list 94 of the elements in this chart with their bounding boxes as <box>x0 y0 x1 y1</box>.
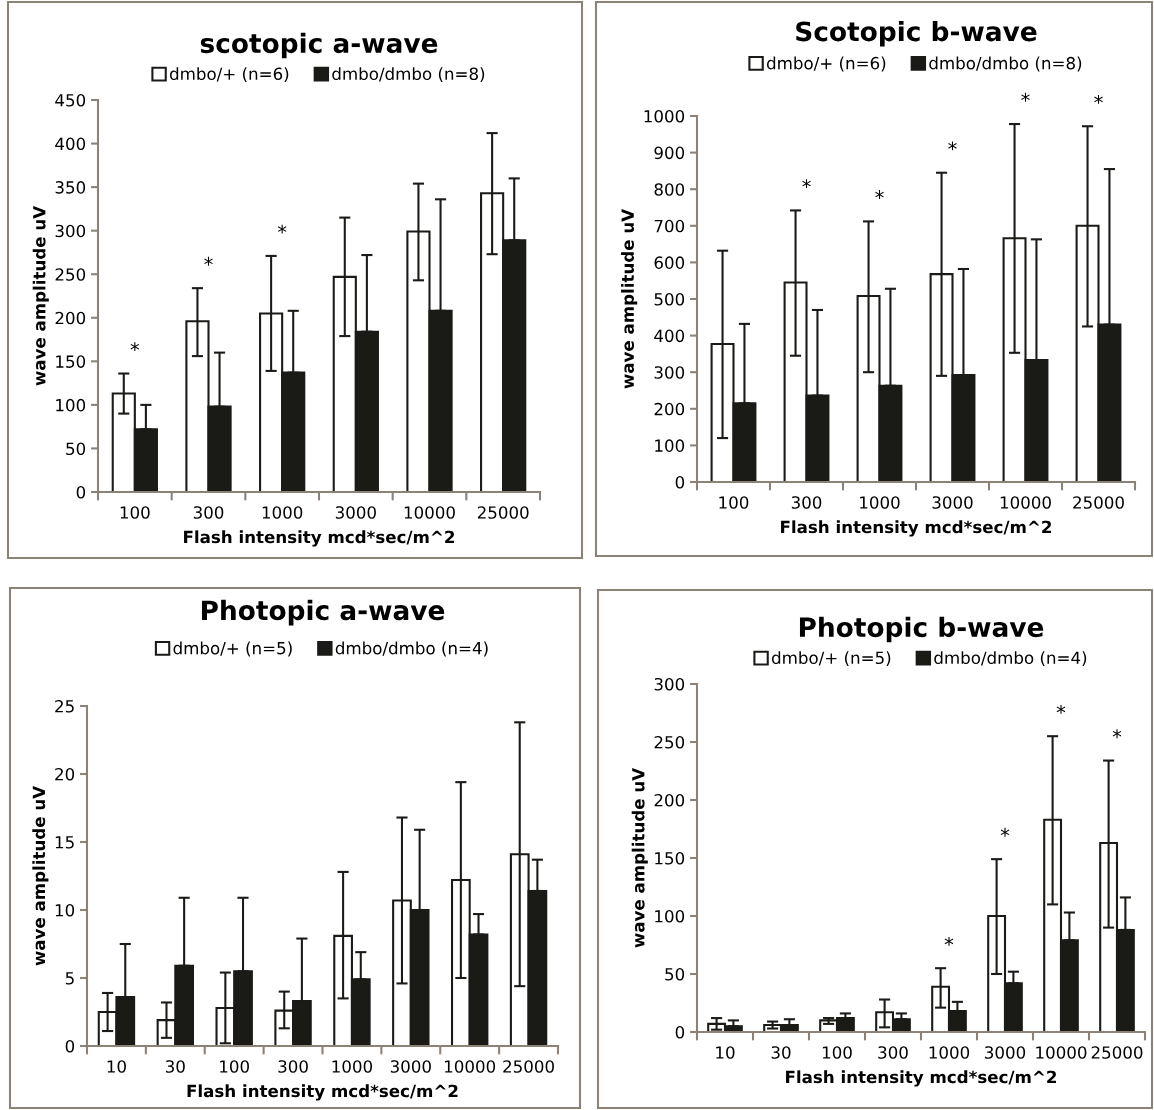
x-axis-title: Flash intensity mcd*sec/m^2 <box>184 530 455 547</box>
x-tick-label: 1000 <box>860 496 900 509</box>
x-tick-label: 25000 <box>503 1060 554 1073</box>
annotation: * <box>130 342 140 352</box>
y-tick-label: 150 <box>655 851 685 865</box>
y-tick-label: 300 <box>654 677 685 691</box>
x-tick-label: 100 <box>719 496 749 509</box>
x-tick-label: 1000 <box>262 506 303 519</box>
y-tick-label: 200 <box>654 402 685 416</box>
annotation: * <box>277 224 287 234</box>
legend-label: dmbo/dmbo (n=4) <box>335 641 488 657</box>
x-axis-title: Flash intensity mcd*sec/m^2 <box>187 1084 458 1101</box>
y-tick-label: 50 <box>665 967 685 981</box>
y-tick-label: 800 <box>654 183 685 196</box>
legend-label: dmbo/dmbo (n=4) <box>934 651 1087 667</box>
y-tick-label: 100 <box>56 398 86 412</box>
y-tick-label: 300 <box>55 224 86 238</box>
x-axis-title: Flash intensity mcd*sec/m^2 <box>781 520 1052 537</box>
y-tick-label: 250 <box>55 268 86 281</box>
chart-title: Photopic a-wave <box>202 599 445 626</box>
y-axis-title: wave amplitude uV <box>621 208 638 389</box>
y-tick-label: 1000 <box>644 109 685 123</box>
y-tick-label: 200 <box>654 793 685 807</box>
y-tick-label: 400 <box>654 329 685 343</box>
annotation: * <box>1000 827 1010 837</box>
y-tick-label: 500 <box>654 292 685 306</box>
text: * <box>1094 94 1103 104</box>
y-tick-label: 200 <box>55 311 86 325</box>
y-tick-label: 50 <box>66 442 86 456</box>
legend-label: dmbo/+ (n=6) <box>170 67 289 83</box>
x-tick-label: 300 <box>878 1046 908 1059</box>
annotation: * <box>802 179 811 189</box>
x-tick-label: 300 <box>791 496 822 509</box>
text: * <box>1021 92 1030 102</box>
legend-label: dmbo/dmbo (n=8) <box>929 56 1082 72</box>
x-tick-label: 100 <box>120 506 150 519</box>
x-tick-label: 100 <box>822 1046 852 1059</box>
x-tick-label: 25000 <box>477 506 529 519</box>
chart-title: Photopic b-wave <box>799 616 1044 643</box>
y-tick-label: 250 <box>654 735 685 749</box>
chart-title: scotopic a-wave <box>200 32 438 59</box>
y-tick-label: 350 <box>55 181 86 194</box>
y-tick-label: 0 <box>675 1025 685 1039</box>
y-tick-label: 400 <box>55 137 86 151</box>
y-tick-label: 25 <box>55 699 74 713</box>
x-tick-label: 10000 <box>1000 496 1051 509</box>
annotation: * <box>875 190 884 199</box>
legend-label: dmbo/+ (n=5) <box>173 641 292 657</box>
annotation: * <box>1056 704 1066 714</box>
y-axis-title: wave amplitude uV <box>631 767 648 948</box>
y-tick-label: 0 <box>65 1039 75 1053</box>
y-axis-title: wave amplitude uV <box>32 205 49 386</box>
x-tick-label: 300 <box>193 506 224 519</box>
legend-label: dmbo/+ (n=5) <box>772 651 891 667</box>
y-tick-label: 450 <box>55 93 86 107</box>
legend-label: dmbo/+ (n=6) <box>767 56 886 72</box>
y-tick-label: 5 <box>65 972 74 985</box>
x-tick-label: 3000 <box>335 506 376 519</box>
x-tick-label: 300 <box>278 1060 308 1073</box>
x-tick-label: 25000 <box>1091 1046 1143 1059</box>
annotation: * <box>204 256 213 266</box>
y-axis-title: wave amplitude uV <box>32 785 49 966</box>
x-tick-label: 10000 <box>404 506 455 519</box>
y-tick-label: 900 <box>654 146 685 160</box>
annotation: * <box>948 141 957 151</box>
y-tick-label: 600 <box>654 256 685 269</box>
x-tick-label: 25000 <box>1073 496 1124 509</box>
y-tick-label: 300 <box>654 366 685 379</box>
y-tick-label: 700 <box>654 219 685 233</box>
y-tick-label: 10 <box>55 903 75 917</box>
x-tick-label: 10000 <box>1036 1046 1087 1059</box>
legend-label: dmbo/dmbo (n=8) <box>332 67 485 83</box>
y-tick-label: 0 <box>76 485 86 499</box>
x-tick-label: 3000 <box>390 1060 431 1073</box>
x-tick-label: 3000 <box>932 496 973 509</box>
x-axis-title: Flash intensity mcd*sec/m^2 <box>786 1070 1057 1087</box>
x-tick-label: 100 <box>220 1060 249 1073</box>
x-tick-label: 30 <box>165 1060 185 1073</box>
chart-title: Scotopic b-wave <box>796 20 1037 47</box>
annotation: * <box>1112 729 1122 739</box>
y-tick-label: 0 <box>675 475 685 489</box>
y-tick-label: 20 <box>55 767 75 781</box>
x-tick-label: 1000 <box>332 1060 373 1073</box>
y-tick-label: 100 <box>655 909 685 923</box>
annotation: * <box>944 936 954 946</box>
x-tick-label: 10000 <box>445 1060 496 1073</box>
y-tick-label: 150 <box>56 355 86 368</box>
x-tick-label: 10 <box>716 1046 735 1059</box>
y-tick-label: 100 <box>655 439 685 452</box>
y-tick-label: 15 <box>55 836 74 849</box>
x-tick-label: 10 <box>107 1060 126 1073</box>
x-tick-label: 3000 <box>985 1046 1026 1059</box>
x-tick-label: 1000 <box>929 1046 970 1059</box>
x-tick-label: 30 <box>771 1046 791 1059</box>
